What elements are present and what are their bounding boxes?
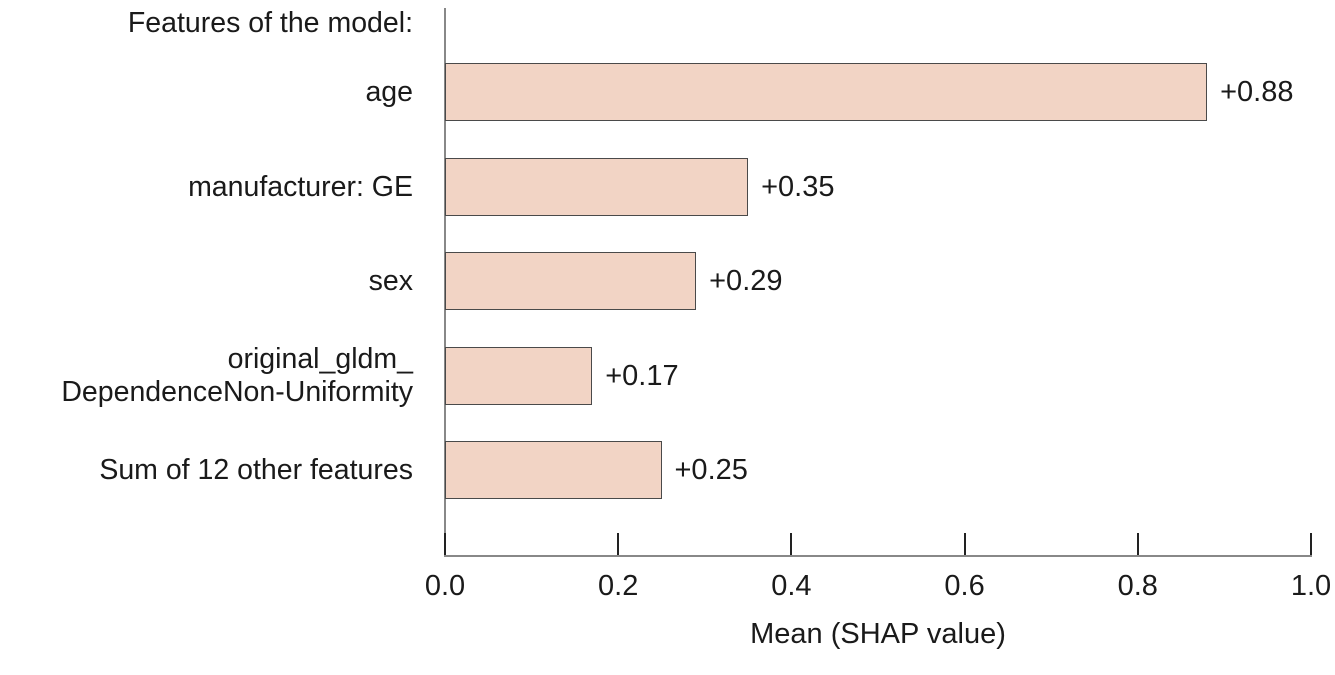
- x-axis-tick: [444, 533, 446, 555]
- category-label: manufacturer: GE: [188, 170, 413, 203]
- x-axis-line: [444, 555, 1312, 557]
- bar: [445, 252, 697, 310]
- bar: [445, 441, 662, 499]
- x-axis-tick-label: 0.4: [771, 570, 812, 602]
- bar-value-label: +0.88: [1220, 75, 1294, 108]
- x-axis-tick-label: 1.0: [1290, 570, 1332, 602]
- category-label: sex: [368, 264, 413, 297]
- category-label: Sum of 12 other features: [99, 453, 413, 486]
- x-axis-tick: [1310, 533, 1312, 555]
- bar: [445, 158, 749, 216]
- x-axis-tick-label: 0.2: [598, 570, 639, 602]
- bar-value-label: +0.35: [761, 170, 835, 203]
- bar: [445, 63, 1208, 121]
- x-axis-tick-label: 0.0: [424, 570, 466, 602]
- chart-title: Features of the model:: [127, 7, 413, 39]
- x-axis-tick: [617, 533, 620, 555]
- category-label: original_gldm_ DependenceNon-Uniformity: [61, 343, 413, 408]
- x-axis-tick: [963, 533, 966, 555]
- bar-value-label: +0.25: [674, 453, 748, 486]
- x-axis-tick-label: 0.8: [1117, 570, 1158, 602]
- x-axis-tick: [790, 533, 793, 555]
- x-axis-tick-label: 0.6: [944, 570, 985, 602]
- x-axis-tick: [1136, 533, 1139, 555]
- bar-value-label: +0.17: [605, 359, 679, 392]
- x-axis-label: Mean (SHAP value): [750, 618, 1006, 650]
- bar-value-label: +0.29: [709, 264, 783, 297]
- category-label: age: [365, 75, 413, 108]
- bar: [445, 347, 593, 405]
